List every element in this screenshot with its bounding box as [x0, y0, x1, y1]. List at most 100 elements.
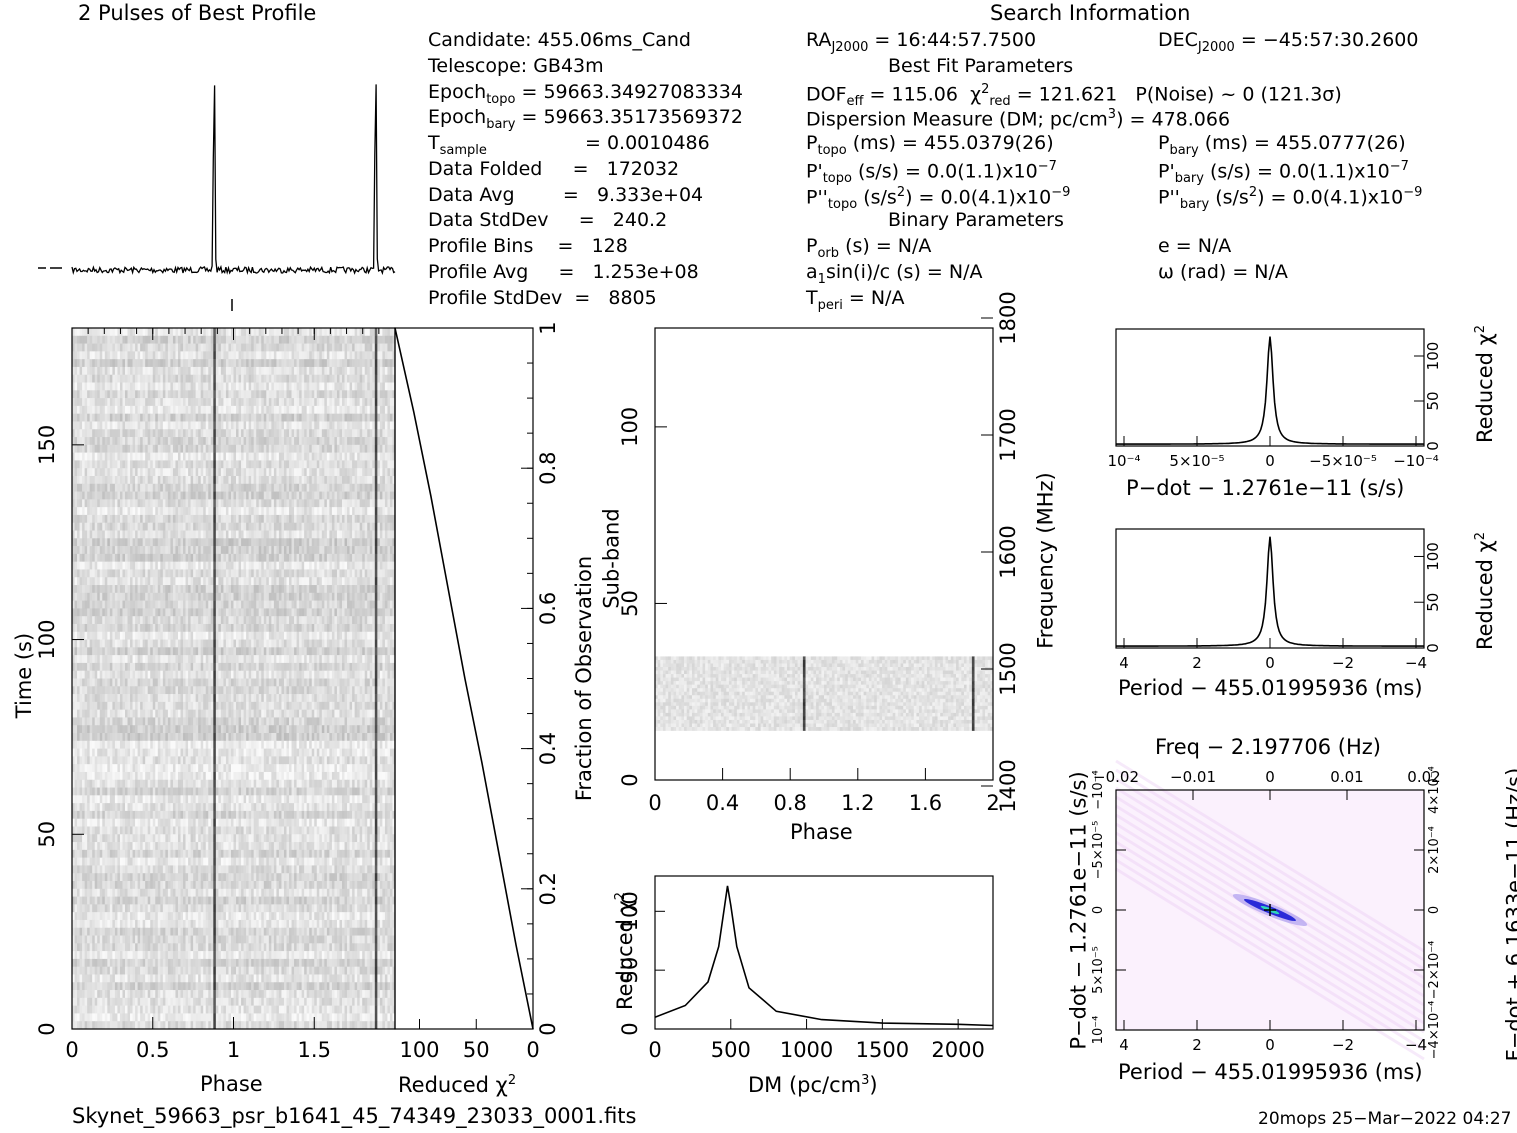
heat-cell	[278, 538, 282, 547]
heat-cell	[246, 600, 249, 609]
heat-cell	[261, 366, 265, 376]
heat-cell	[213, 382, 217, 391]
heat-cell	[364, 553, 368, 562]
heat-cell	[218, 398, 222, 407]
heat-cell	[342, 546, 345, 555]
heat-cell	[157, 514, 161, 524]
heat-cell	[309, 483, 313, 492]
heat-cell	[291, 483, 295, 492]
heat-cell	[241, 343, 244, 352]
heat-cell	[392, 460, 396, 469]
heat-cell	[354, 421, 358, 430]
heat-cell	[107, 460, 111, 469]
heat-cell	[324, 452, 328, 461]
heat-cell	[92, 507, 96, 516]
heat-cell	[147, 483, 151, 492]
heat-cell	[296, 569, 300, 578]
heat-cell	[369, 390, 373, 399]
heat-cell	[384, 616, 388, 625]
heat-cell	[122, 328, 126, 337]
heat-cell	[296, 546, 300, 555]
heat-cell	[392, 538, 396, 547]
heat-cell	[278, 359, 282, 368]
heat-cell	[324, 413, 328, 422]
heat-cell	[165, 460, 169, 469]
heat-cell	[185, 616, 189, 625]
heat-cell	[278, 623, 282, 633]
heat-cell	[213, 569, 217, 578]
heat-cell	[223, 553, 227, 562]
heat-cell	[276, 600, 280, 609]
heat-cell	[84, 343, 88, 352]
heat-cell	[225, 390, 229, 399]
heat-cell	[369, 343, 373, 352]
heat-cell	[132, 452, 136, 461]
heat-cell	[268, 382, 272, 391]
heat-cell	[220, 468, 224, 477]
heat-cell	[263, 343, 267, 352]
heat-cell	[225, 475, 229, 485]
heat-cell	[72, 577, 75, 586]
heat-cell	[311, 546, 315, 555]
heat-cell	[256, 366, 260, 376]
heat-cell	[107, 444, 111, 453]
heat-cell	[248, 616, 252, 625]
pdot-topo-line: P'topo (s/s) = 0.0(1.1)x10−7	[806, 159, 1057, 187]
heat-cell	[296, 429, 300, 438]
heat-cell	[336, 499, 340, 508]
heat-cell	[205, 538, 209, 547]
heat-cell	[357, 351, 360, 360]
heat-cell	[314, 616, 318, 625]
heat-cell	[87, 343, 90, 352]
heat-cell	[150, 491, 154, 500]
heat-cell	[342, 538, 345, 547]
heat-cell	[124, 499, 128, 508]
heat-cell	[263, 335, 267, 344]
heat-cell	[253, 390, 257, 399]
heat-cell	[281, 437, 285, 446]
heat-cell	[167, 530, 171, 539]
heat-cell	[339, 546, 343, 555]
heat-cell	[296, 374, 300, 383]
heat-cell	[326, 429, 330, 438]
heat-cell	[362, 382, 366, 391]
heat-cell	[283, 491, 287, 500]
heat-cell	[281, 530, 285, 539]
heat-cell	[114, 460, 118, 469]
heat-cell	[157, 577, 161, 586]
heat-cell	[172, 343, 176, 352]
heat-cell	[241, 483, 244, 492]
heat-cell	[377, 507, 381, 516]
heat-cell	[367, 374, 371, 383]
heat-cell	[281, 561, 285, 570]
heat-cell	[238, 413, 242, 422]
heat-cell	[246, 538, 249, 547]
heat-cell	[278, 374, 282, 383]
heat-cell	[347, 592, 350, 601]
heat-cell	[294, 538, 297, 547]
heat-cell	[183, 405, 186, 414]
heat-cell	[99, 437, 103, 446]
heat-cell	[165, 585, 169, 594]
heat-cell	[132, 421, 136, 430]
heat-cell	[278, 499, 282, 508]
heat-cell	[372, 608, 376, 617]
heat-cell	[253, 491, 257, 500]
heat-cell	[289, 343, 292, 352]
heat-cell	[243, 335, 247, 344]
heat-cell	[319, 382, 323, 391]
heat-cell	[261, 585, 265, 594]
heat-cell	[321, 553, 325, 562]
heat-cell	[357, 569, 360, 578]
heat-cell	[102, 530, 106, 539]
heat-cell	[258, 382, 262, 391]
heat-cell	[72, 429, 75, 438]
heat-cell	[382, 374, 386, 383]
heat-cell	[389, 561, 393, 570]
heat-cell	[304, 600, 307, 609]
heat-cell	[210, 460, 214, 469]
heat-cell	[74, 335, 78, 344]
heat-cell	[223, 328, 227, 337]
heat-cell	[167, 538, 171, 547]
heat-cell	[155, 351, 159, 360]
